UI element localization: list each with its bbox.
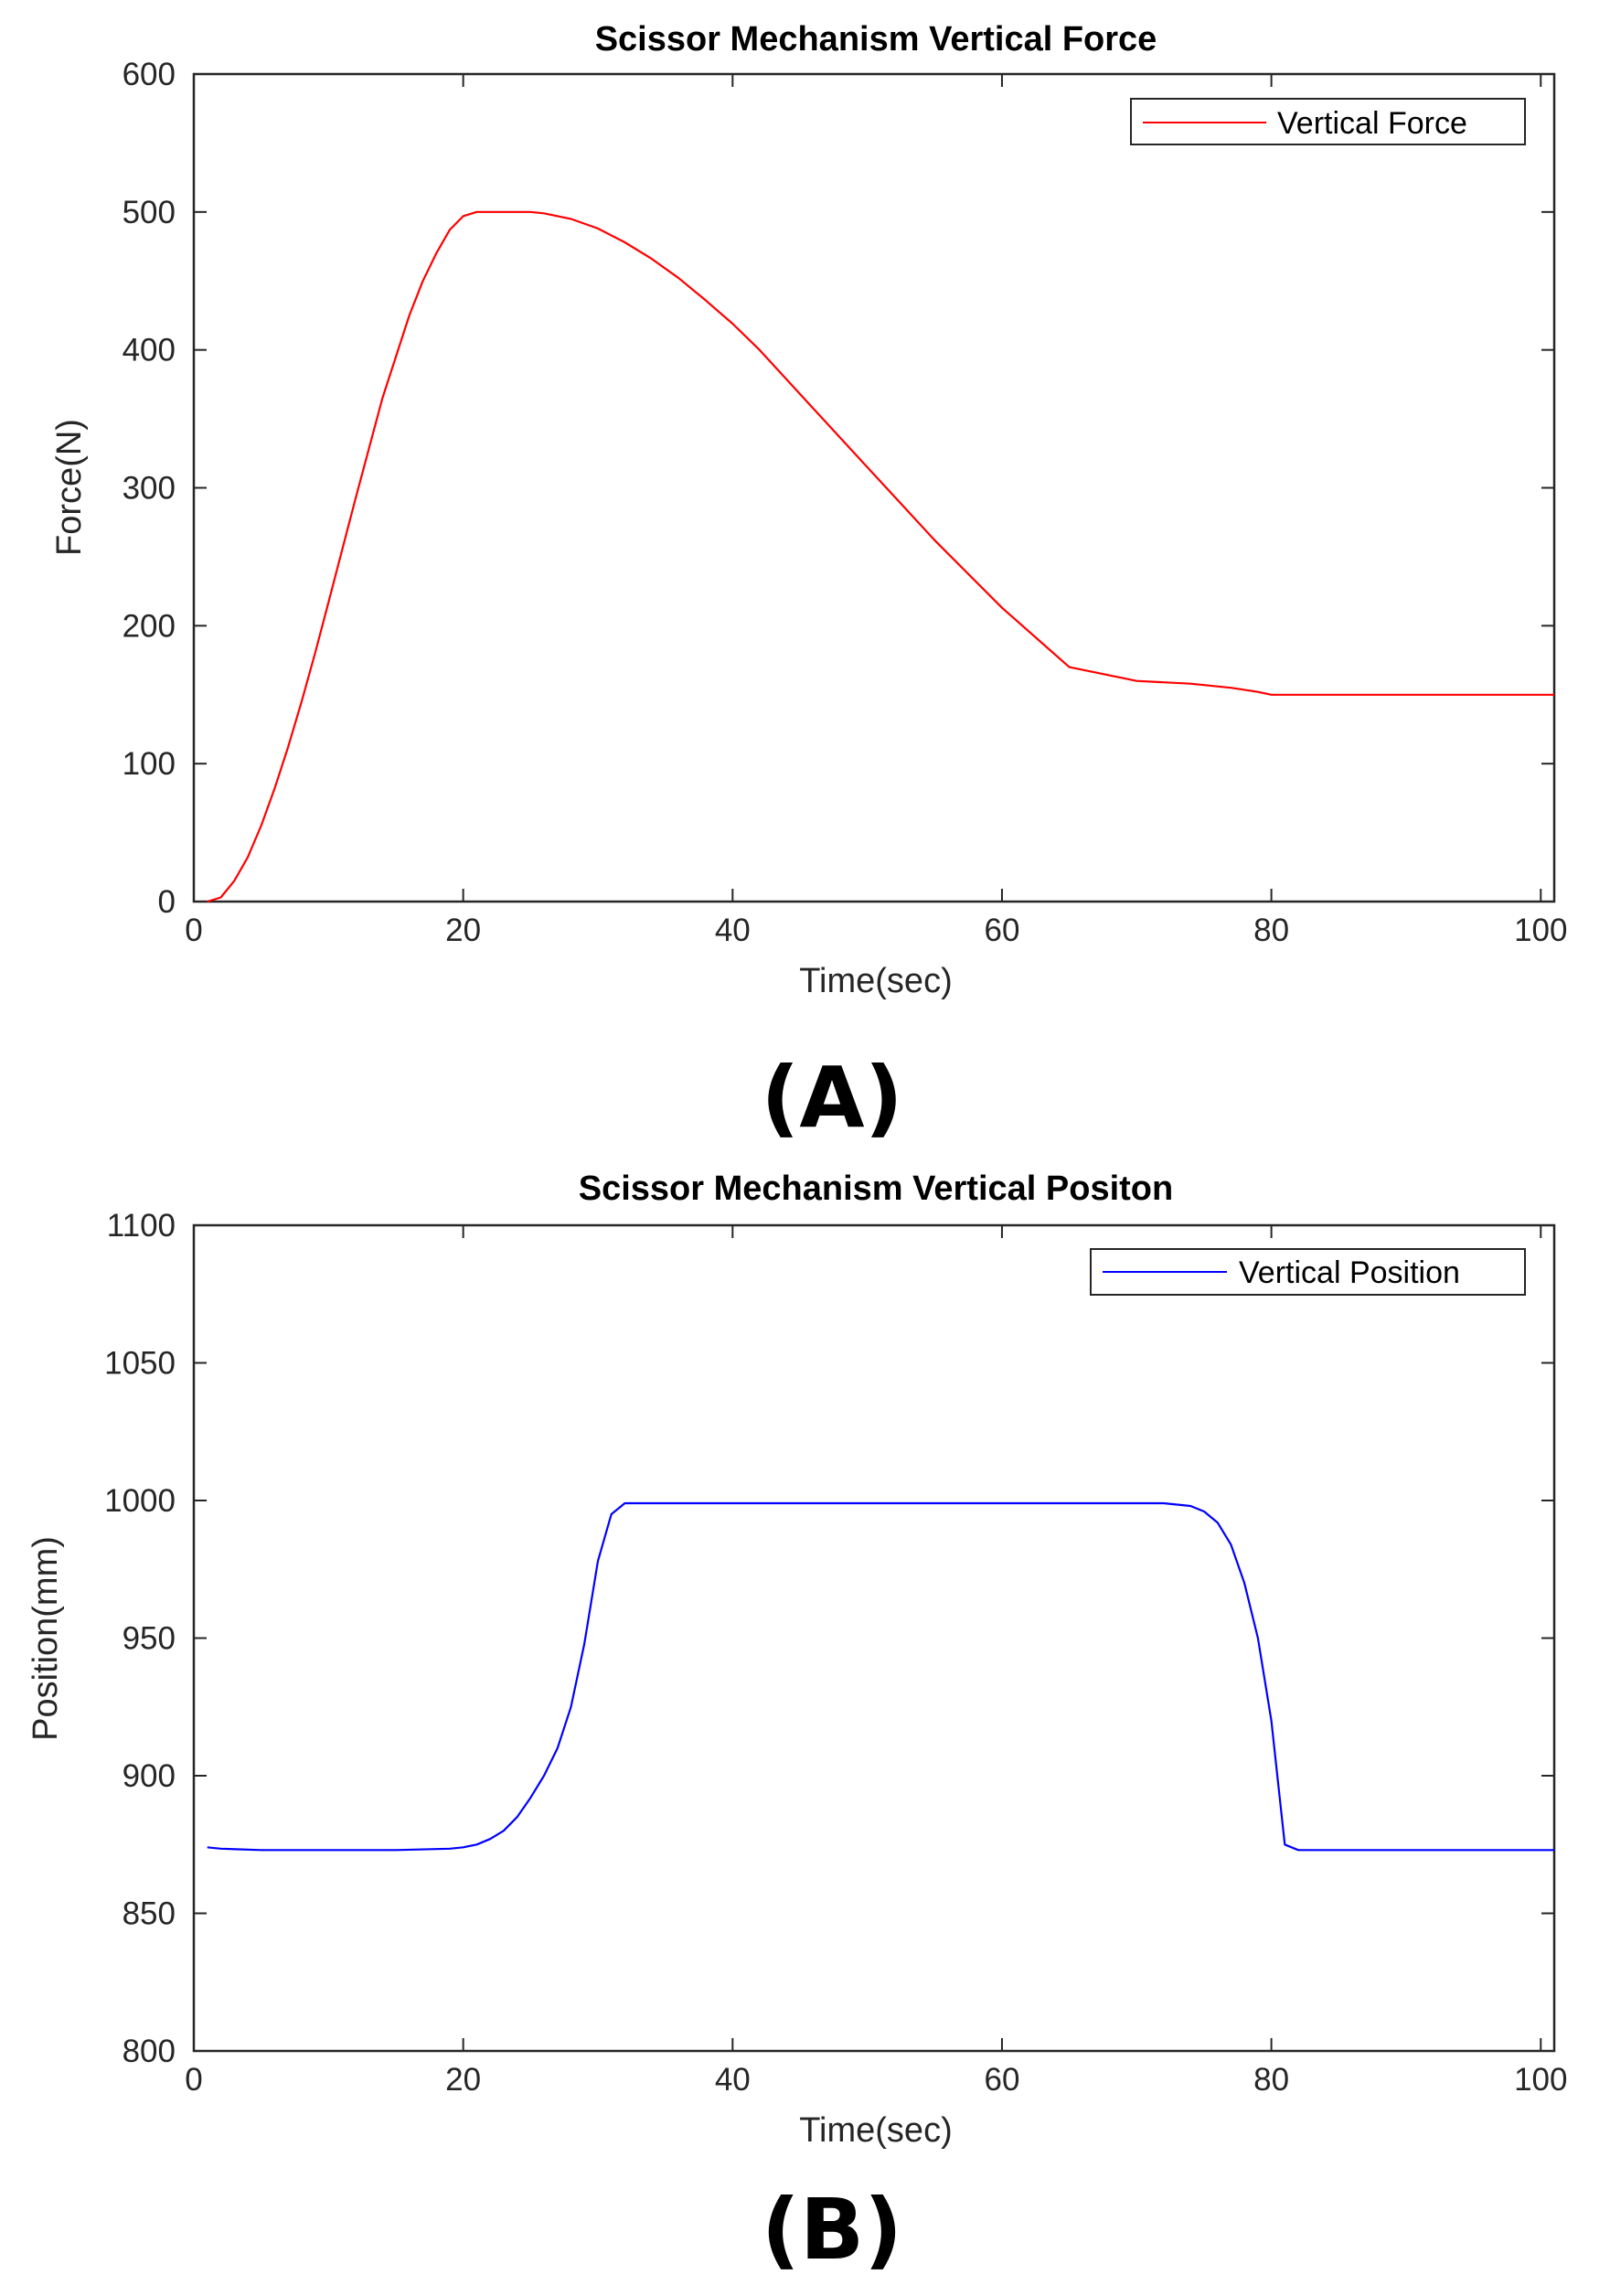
chart-title: Scissor Mechanism Vertical Positon xyxy=(579,1169,1173,1208)
y-tick-label: 400 xyxy=(123,333,176,368)
series-line xyxy=(207,1501,1554,1852)
y-tick-label: 800 xyxy=(123,2034,176,2069)
y-tick-label: 900 xyxy=(123,1758,176,1794)
legend-label: Vertical Force xyxy=(1277,106,1467,141)
x-tick-label: 20 xyxy=(445,913,481,948)
x-tick-label: 0 xyxy=(185,2062,202,2098)
chart-title: Scissor Mechanism Vertical Force xyxy=(595,20,1157,59)
y-tick-label: 500 xyxy=(123,195,176,230)
legend: Vertical Force xyxy=(1130,98,1526,145)
y-axis-label: Position(mm) xyxy=(27,1536,65,1741)
x-tick-label: 40 xyxy=(715,2062,751,2098)
axis-ticks: 0 20 40 60 80 100 0 100 200 300 400 500 600 xyxy=(123,57,1568,948)
y-tick-label: 850 xyxy=(123,1896,176,1932)
chart-panel-position: Scissor Mechanism Vertical Positon 0 20 40… xyxy=(27,1169,1567,2279)
x-tick-label: 100 xyxy=(1514,913,1567,948)
y-tick-label: 300 xyxy=(123,471,176,507)
x-tick-label: 80 xyxy=(1253,2062,1289,2098)
y-axis-label: Force(N) xyxy=(50,419,89,556)
x-tick-label: 40 xyxy=(715,913,751,948)
chart-panel-force: Scissor Mechanism Vertical Force 0 20 40 60… xyxy=(50,20,1567,1147)
x-tick-label: 100 xyxy=(1514,2062,1567,2098)
panel-label: (B) xyxy=(762,2181,902,2279)
plot-area xyxy=(192,72,1556,903)
series-line xyxy=(207,210,1554,903)
x-tick-label: 20 xyxy=(445,2062,481,2098)
y-tick-label: 200 xyxy=(123,608,176,644)
series-group xyxy=(207,210,1554,903)
legend-label: Vertical Position xyxy=(1239,1255,1460,1290)
x-tick-label: 60 xyxy=(984,913,1019,948)
x-axis-label: Time(sec) xyxy=(799,962,952,1000)
axis-ticks: 0 20 40 60 80 100 800 850 900 950 1000 1050 1100 xyxy=(104,1208,1567,2098)
x-tick-label: 0 xyxy=(185,913,202,948)
y-tick-label: 600 xyxy=(123,57,176,92)
plot-area xyxy=(192,1223,1556,2053)
y-tick-label: 950 xyxy=(123,1621,176,1657)
x-tick-label: 80 xyxy=(1253,913,1289,948)
legend: Vertical Position xyxy=(1090,1248,1526,1296)
y-tick-label: 0 xyxy=(158,884,176,920)
y-tick-label: 100 xyxy=(123,746,176,782)
y-tick-label: 1050 xyxy=(104,1346,176,1382)
series-group xyxy=(207,1501,1554,1852)
x-axis-label: Time(sec) xyxy=(799,2111,952,2150)
x-tick-label: 60 xyxy=(984,2062,1019,2098)
y-tick-label: 1100 xyxy=(107,1208,176,1244)
panel-label: (A) xyxy=(761,1049,902,1147)
y-tick-label: 1000 xyxy=(104,1483,176,1519)
